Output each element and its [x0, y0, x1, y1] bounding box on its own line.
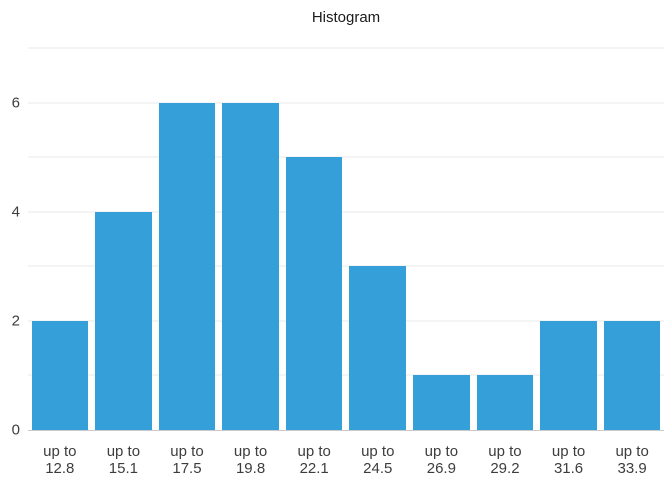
y-tick-label: 0: [11, 421, 20, 439]
bar-series: [28, 48, 664, 430]
bar-slot: [537, 48, 601, 430]
x-tick-label: up to 22.1: [297, 443, 331, 477]
bar-slot: [473, 48, 537, 430]
x-tick-label: up to 12.8: [43, 443, 77, 477]
bar-slot: [155, 48, 219, 430]
gridline: [28, 374, 664, 376]
histogram-bar[interactable]: [603, 320, 661, 430]
gridline: [28, 156, 664, 158]
x-tick-label: up to 33.9: [615, 443, 649, 477]
bar-slot: [410, 48, 474, 430]
chart-title: Histogram: [311, 9, 381, 26]
gridline: [28, 320, 664, 322]
y-tick-label: 4: [11, 203, 20, 221]
histogram-bar[interactable]: [285, 157, 343, 430]
bar-slot: [282, 48, 346, 430]
y-axis: 0 2 4 6: [0, 48, 28, 437]
histogram-bar[interactable]: [222, 102, 279, 430]
bar-slot: [219, 48, 283, 430]
gridline: [28, 102, 664, 104]
x-tick-label: up to 26.9: [424, 443, 459, 477]
histogram-bar[interactable]: [31, 320, 89, 430]
histogram-bar[interactable]: [540, 320, 597, 430]
y-tick-label: 2: [11, 312, 20, 330]
x-tick-label: up to 29.2: [488, 443, 522, 477]
x-tick-label: up to 15.1: [106, 443, 141, 477]
histogram-bar[interactable]: [476, 375, 534, 430]
histogram-bar[interactable]: [413, 375, 470, 430]
bar-slot: [346, 48, 410, 430]
bar-slot: [92, 48, 156, 430]
x-axis: up to 12.8 up to 15.1 up to 17.5 up to 19.8 up t…: [28, 431, 664, 477]
gridline: [28, 47, 664, 49]
bar-slot: [28, 48, 92, 430]
bar-slot: [600, 48, 664, 430]
y-tick-label: 6: [11, 94, 20, 112]
plot-area: [28, 47, 664, 431]
gridline: [28, 211, 664, 213]
x-tick-label: up to 19.8: [233, 443, 268, 477]
gridline: [28, 265, 664, 267]
histogram-bar[interactable]: [158, 102, 216, 430]
x-tick-label: up to 24.5: [361, 443, 395, 477]
x-tick-label: up to 31.6: [551, 443, 586, 477]
histogram-bar[interactable]: [349, 266, 407, 430]
x-tick-label: up to 17.5: [170, 443, 204, 477]
histogram-bar[interactable]: [95, 211, 152, 430]
